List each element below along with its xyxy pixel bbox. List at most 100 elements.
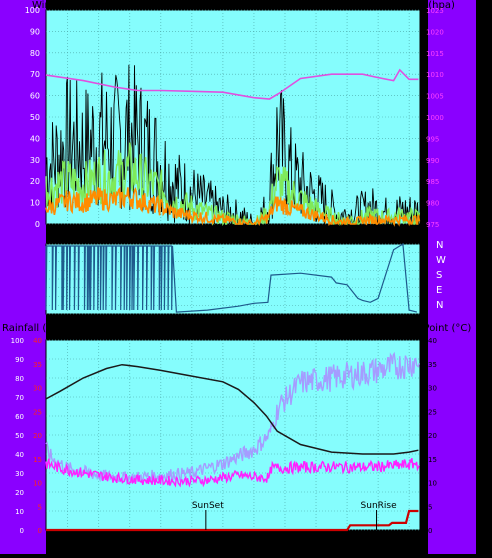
wind-y-tick: 50	[30, 113, 40, 122]
barometer-y-tick: 1025	[426, 7, 444, 15]
humidity-y-tick: 30	[15, 470, 24, 478]
wind-y-tick: 20	[30, 177, 40, 186]
direction-tick: S	[436, 270, 442, 281]
rain-y-tick: 15	[33, 456, 42, 464]
x-tick-bottom: 15	[124, 538, 135, 548]
temp-y-tick: 40	[428, 337, 437, 345]
rain-humidity-axis-title: Rainfall (mm) Humidity (%)	[2, 323, 139, 334]
x-tick-bottom: 21	[217, 538, 228, 548]
humidity-y-tick: 90	[15, 356, 24, 364]
rain-y-tick: 30	[33, 385, 42, 393]
direction-tick: N	[436, 240, 443, 251]
wind-direction-line	[45, 242, 418, 313]
wind-series	[45, 64, 421, 227]
rainfall-line	[46, 509, 419, 532]
barometer-y-tick: 1020	[426, 28, 444, 36]
wind-y-tick: 70	[30, 70, 40, 79]
humidity-y-tick: 20	[15, 489, 24, 497]
x-tick-bottom: 13	[93, 538, 104, 548]
barometer-y-tick: 995	[426, 135, 439, 143]
x-tick-top: 01	[279, 232, 290, 242]
barometer-y-tick: 1005	[426, 93, 444, 101]
sunset-label: SunSet	[192, 501, 224, 511]
x-tick-top: 09	[403, 232, 415, 242]
x-tick-bottom: 11	[62, 538, 73, 548]
temp-grid	[46, 339, 420, 531]
direction-grid	[46, 243, 420, 315]
wind-y-tick: 100	[25, 6, 40, 15]
wind-y-tick: 80	[30, 49, 40, 58]
x-tick-bottom: 05	[341, 538, 352, 548]
humidity-y-tick: 0	[20, 527, 24, 535]
x-tick-bottom: 03	[310, 538, 321, 548]
x-tick-top: 19	[186, 232, 198, 242]
x-tick-bottom: 19	[186, 538, 198, 548]
temp-y-tick: 5	[428, 503, 432, 511]
tick-labels: 0102030405060708090100975980985990995100…	[11, 6, 446, 548]
graph-title: 24 hour graph day : 01 November 2019	[172, 0, 371, 11]
x-tick-bottom: 01	[279, 538, 290, 548]
x-tick-top: 23	[248, 232, 259, 242]
wind-y-tick: 40	[30, 134, 40, 143]
barometer-line	[45, 68, 419, 100]
barometer-y-tick: 1000	[426, 114, 444, 122]
x-tick-top: 11	[62, 232, 73, 242]
wind-y-tick: 90	[30, 27, 40, 36]
temp-y-tick: 30	[428, 385, 437, 393]
x-tick-top: 13	[93, 232, 104, 242]
rain-y-tick: 10	[33, 480, 42, 488]
direction-tick: W	[436, 255, 446, 266]
temp-series	[45, 351, 421, 532]
wind-y-tick: 30	[30, 156, 40, 165]
humidity-y-tick: 50	[15, 432, 24, 440]
direction-tick: E	[436, 285, 442, 296]
temp-y-tick: 25	[428, 408, 437, 416]
x-tick-bottom: 23	[248, 538, 259, 548]
x-tick-bottom: 17	[155, 538, 166, 548]
x-tick-top: 05	[341, 232, 352, 242]
humidity-y-tick: 80	[15, 375, 24, 383]
x-tick-top: 15	[124, 232, 135, 242]
x-tick-top: 21	[217, 232, 228, 242]
barometer-y-tick: 980	[426, 200, 439, 208]
barometer-y-tick: 985	[426, 178, 439, 186]
x-tick-bottom: 07	[372, 538, 383, 548]
wind-low-line	[45, 186, 421, 227]
direction-series	[45, 242, 418, 313]
rain-y-tick: 0	[38, 527, 42, 535]
temp-y-tick: 15	[428, 456, 437, 464]
rain-y-tick: 35	[33, 361, 42, 369]
barometer-y-tick: 1015	[426, 50, 444, 58]
wind-axis-title: Windspeed (kph)	[32, 0, 117, 11]
temp-y-tick: 35	[428, 361, 437, 369]
barometer-y-tick: 1010	[426, 71, 444, 79]
barometer-y-tick: 975	[426, 221, 439, 229]
humidity-y-tick: 70	[15, 394, 24, 402]
barometer-axis-title: Barometer (hpa)	[372, 0, 455, 11]
x-tick-top: 03	[310, 232, 321, 242]
x-tick-top: 07	[372, 232, 383, 242]
temp-y-tick: 20	[428, 432, 437, 440]
wind-y-tick: 60	[30, 92, 40, 101]
rain-y-tick: 5	[38, 503, 42, 511]
temperature-line	[45, 351, 421, 486]
wind-y-tick: 10	[30, 199, 40, 208]
rain-y-tick: 20	[33, 432, 42, 440]
humidity-y-tick: 40	[15, 451, 24, 459]
wind-y-tick: 0	[35, 220, 40, 229]
right-side-panel	[428, 0, 476, 554]
humidity-y-tick: 100	[11, 337, 24, 345]
humidity-line	[45, 363, 419, 455]
temp-y-tick: 0	[428, 527, 432, 535]
barometer-y-tick: 990	[426, 157, 439, 165]
humidity-y-tick: 60	[15, 413, 24, 421]
rain-y-tick: 25	[33, 408, 42, 416]
temp-y-tick: 10	[428, 480, 437, 488]
humidity-y-tick: 10	[15, 508, 24, 516]
dewpoint-line	[45, 458, 421, 488]
rain-y-tick: 40	[33, 337, 42, 345]
x-tick-bottom: 09	[403, 538, 415, 548]
left-side-panel	[0, 0, 46, 554]
